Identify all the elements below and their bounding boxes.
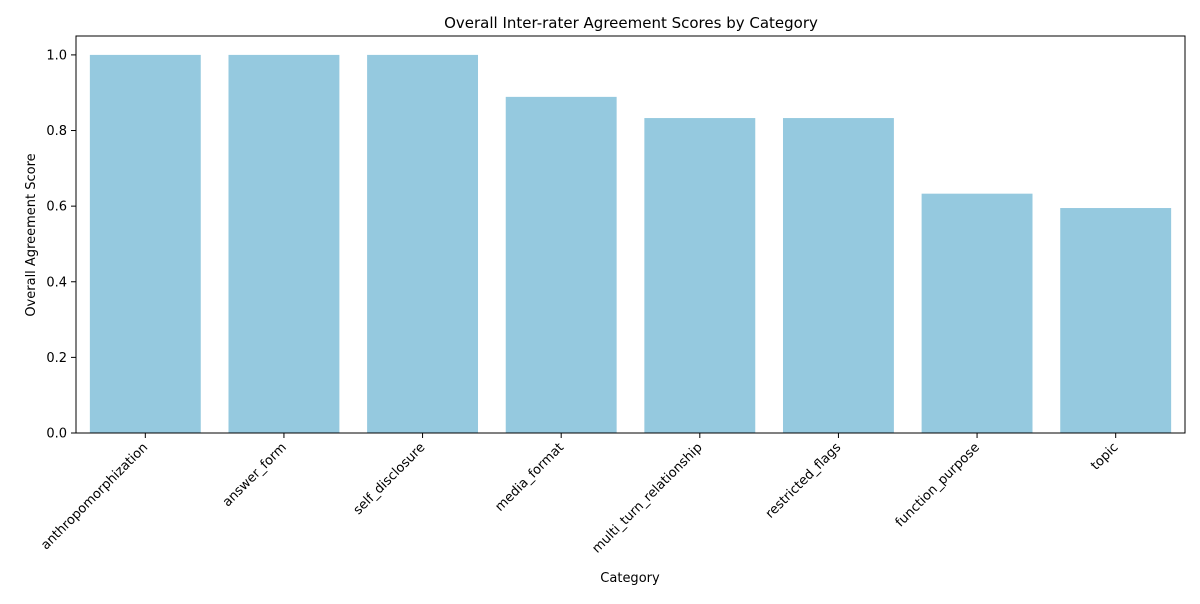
- plot-frame: [75, 35, 1186, 434]
- y-tick-label: 0.2: [46, 351, 67, 366]
- x-tick-label: restricted_flags: [763, 440, 845, 522]
- x-tick-label: self_disclosure: [351, 440, 429, 518]
- x-tick-label: anthropomorphization: [38, 440, 151, 553]
- bar-answer-form: [228, 54, 340, 434]
- x-axis-label: Category: [600, 571, 660, 586]
- bars-layer: [89, 54, 1172, 434]
- y-axis-label: Overall Agreement Score: [24, 153, 39, 316]
- x-tick-label: topic: [1088, 440, 1121, 473]
- x-tick-label: multi_turn_relationship: [589, 440, 705, 556]
- bar-multi-turn-relationship: [644, 118, 756, 434]
- x-tick-label: function_purpose: [893, 440, 983, 530]
- y-tick-label: 0.6: [46, 200, 67, 215]
- bar-media-format: [505, 96, 617, 434]
- x-axis: anthropomorphization answer_form self_disc…: [38, 433, 1122, 556]
- y-tick-label: 0.8: [46, 124, 67, 139]
- x-tick-label: media_format: [493, 440, 568, 515]
- bar-anthropomorphization: [89, 54, 201, 434]
- bar-self-disclosure: [367, 54, 479, 434]
- bar-restricted-flags: [782, 118, 894, 434]
- bar-function-purpose: [921, 193, 1033, 433]
- y-axis: 0.0 0.2 0.4 0.6 0.8 1.0: [46, 48, 76, 442]
- y-tick-label: 0.0: [46, 427, 67, 442]
- y-tick-label: 1.0: [46, 48, 67, 63]
- y-tick-label: 0.4: [46, 275, 67, 290]
- chart-title: Overall Inter-rater Agreement Scores by …: [444, 14, 818, 32]
- x-tick-label: answer_form: [220, 440, 290, 510]
- bar-topic: [1060, 208, 1172, 433]
